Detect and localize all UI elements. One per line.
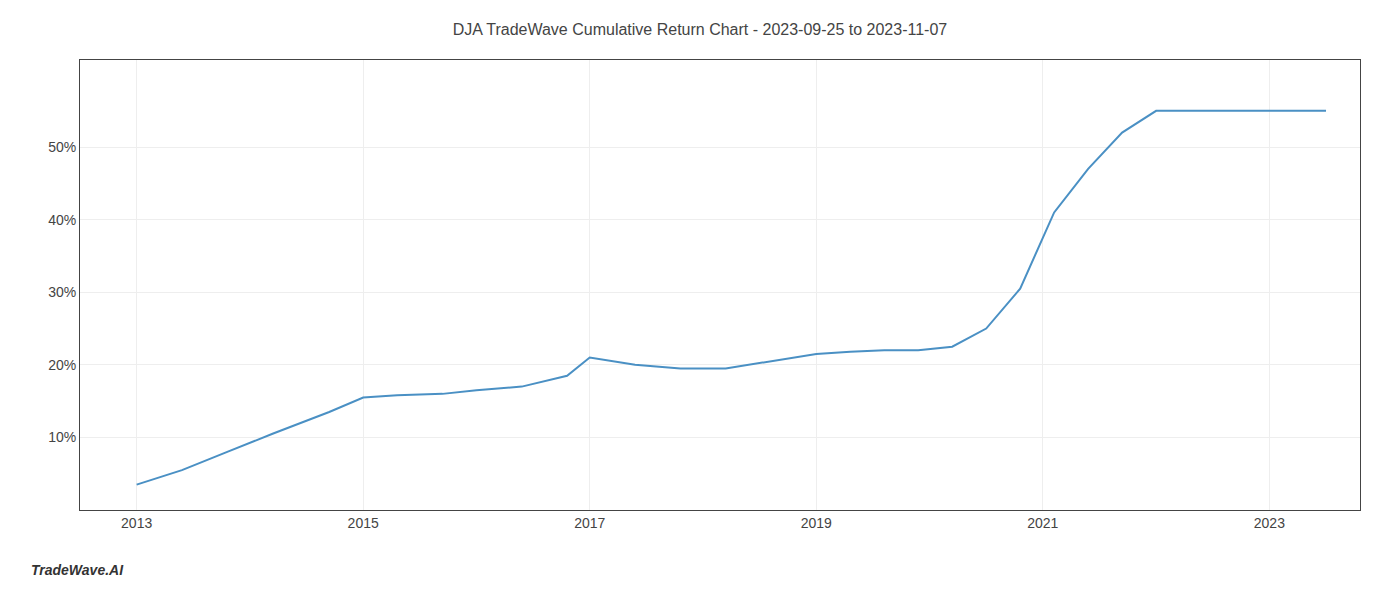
svg-text:TradeWave.AI: TradeWave.AI <box>31 562 124 578</box>
svg-text:2013: 2013 <box>121 515 152 531</box>
svg-text:2023: 2023 <box>1254 515 1285 531</box>
svg-text:2019: 2019 <box>801 515 832 531</box>
svg-text:20%: 20% <box>48 357 76 373</box>
svg-text:10%: 10% <box>48 429 76 445</box>
svg-text:30%: 30% <box>48 284 76 300</box>
svg-text:2015: 2015 <box>348 515 379 531</box>
svg-text:40%: 40% <box>48 212 76 228</box>
svg-text:2021: 2021 <box>1027 515 1058 531</box>
svg-text:50%: 50% <box>48 139 76 155</box>
svg-text:2017: 2017 <box>574 515 605 531</box>
svg-text:DJA TradeWave Cumulative Retur: DJA TradeWave Cumulative Return Chart - … <box>453 21 948 38</box>
